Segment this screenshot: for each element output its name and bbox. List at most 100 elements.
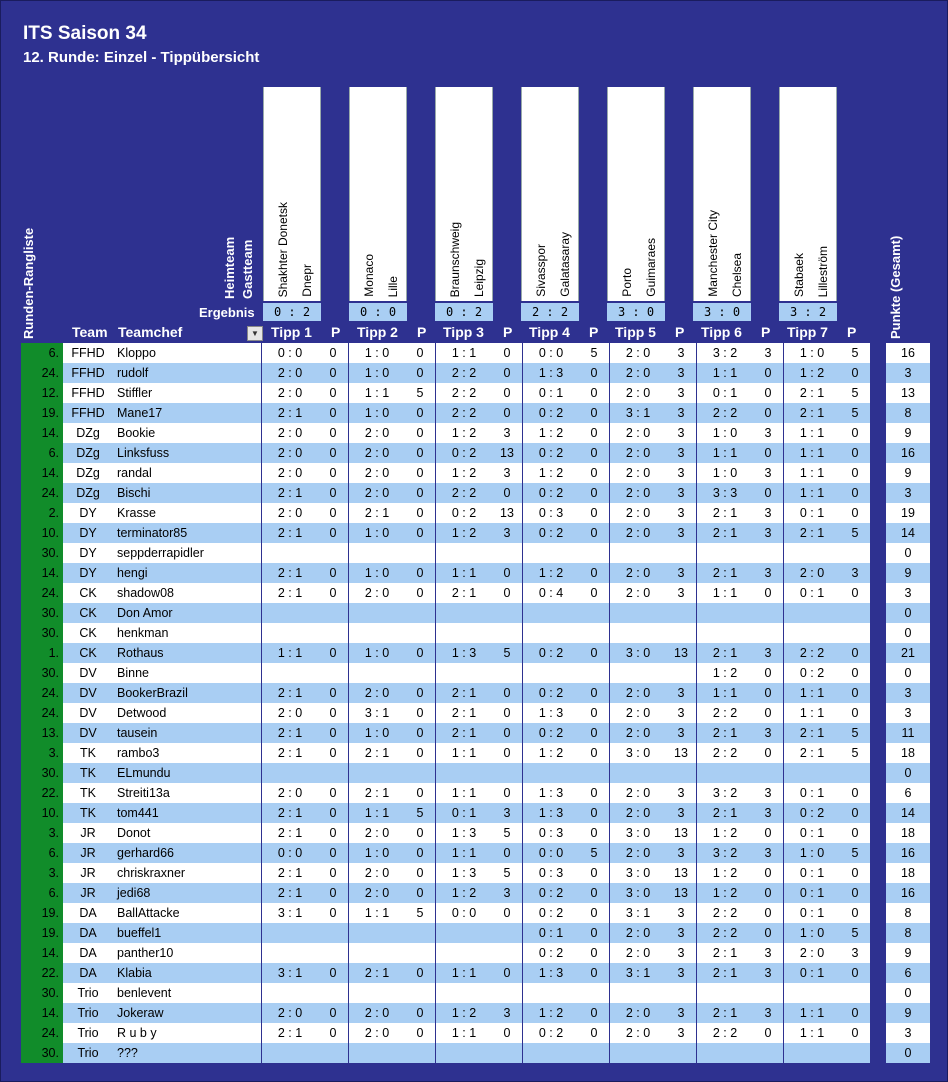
points-cell: 0	[405, 403, 435, 423]
rank-cell: 3.	[21, 743, 63, 763]
tipp-cell: 2 : 0	[610, 683, 666, 703]
points-cell: 0	[318, 423, 348, 443]
column-gap	[783, 603, 784, 623]
points-cell: 13	[666, 643, 696, 663]
points-cell: 0	[840, 803, 870, 823]
tipp-cell: 1 : 3	[523, 803, 579, 823]
rank-cell: 30.	[21, 623, 63, 643]
team-cell: TK	[63, 763, 113, 783]
filter-dropdown-icon[interactable]: ▼	[247, 326, 263, 341]
total-points-cell: 3	[886, 363, 930, 383]
tipp-cell	[262, 603, 318, 623]
column-gap	[522, 543, 523, 563]
tipp-cell: 2 : 1	[697, 643, 753, 663]
column-gap	[435, 1043, 436, 1063]
away-team-label: Leipzig	[472, 258, 486, 297]
column-gap	[435, 883, 436, 903]
teamchef-cell: Bischi	[113, 483, 261, 503]
column-gap	[696, 843, 697, 863]
column-gap	[348, 983, 349, 1003]
rank-cell: 30.	[21, 1043, 63, 1063]
points-cell	[579, 763, 609, 783]
teamchef-cell: tausein	[113, 723, 261, 743]
column-gap	[696, 623, 697, 643]
tipp-cell: 1 : 0	[784, 843, 840, 863]
table-row: 30. Trio??? 0	[21, 1043, 930, 1063]
teamchef-cell: Mane17	[113, 403, 261, 423]
column-gap	[609, 843, 610, 863]
points-cell: 0	[318, 1003, 348, 1023]
column-gap	[348, 683, 349, 703]
points-cell: 0	[753, 483, 783, 503]
page-subtitle: 12. Runde: Einzel - Tippübersicht	[23, 49, 260, 66]
tipp-cell: 2 : 1	[784, 523, 840, 543]
points-cell: 13	[492, 443, 522, 463]
rank-cell: 22.	[21, 963, 63, 983]
column-gap	[261, 903, 262, 923]
column-gap	[348, 843, 349, 863]
column-gap	[261, 803, 262, 823]
points-cell: 3	[753, 563, 783, 583]
away-team-label: Lille	[386, 275, 400, 297]
points-cell: 0	[840, 463, 870, 483]
points-cell: 0	[753, 863, 783, 883]
column-gap	[435, 663, 436, 683]
points-cell: 0	[579, 383, 609, 403]
tipp-cell: 0 : 0	[523, 843, 579, 863]
tipp-cell: 2 : 1	[262, 403, 318, 423]
match-header-5: Porto Guimaraes	[607, 87, 665, 301]
tipp-cell: 0 : 2	[523, 403, 579, 423]
tipp-cell: 2 : 0	[610, 503, 666, 523]
points-cell: 0	[405, 743, 435, 763]
column-gap	[783, 643, 784, 663]
column-gap	[348, 703, 349, 723]
points-cell	[579, 983, 609, 1003]
tipp-cell: 2 : 0	[610, 423, 666, 443]
points-cell: 3	[840, 563, 870, 583]
tipp-cell	[784, 983, 840, 1003]
points-cell: 0	[579, 803, 609, 823]
table-row: 30. DY seppderrapidler 0	[21, 543, 930, 563]
points-cell: 13	[666, 883, 696, 903]
column-gap	[522, 763, 523, 783]
column-gap	[261, 583, 262, 603]
points-cell: 5	[405, 903, 435, 923]
tipp-cell: 0 : 0	[523, 343, 579, 363]
column-gap	[261, 783, 262, 803]
tipp-cell: 1 : 0	[349, 363, 405, 383]
tipp-cell: 2 : 0	[262, 363, 318, 383]
tipp-cell: 1 : 1	[784, 703, 840, 723]
tipp-cell: 1 : 0	[349, 563, 405, 583]
column-gap	[522, 363, 523, 383]
points-cell: 0	[492, 963, 522, 983]
tipp-cell: 2 : 0	[349, 583, 405, 603]
match-header-1: Shakhter Donetsk Dnepr	[263, 87, 321, 301]
column-gap	[609, 423, 610, 443]
tipp-cell	[784, 603, 840, 623]
team-cell: CK	[63, 623, 113, 643]
points-cell	[492, 663, 522, 683]
column-gap	[348, 663, 349, 683]
team-cell: FFHD	[63, 343, 113, 363]
tipp-cell	[436, 983, 492, 1003]
column-gap	[261, 763, 262, 783]
points-cell: 3	[666, 783, 696, 803]
column-gap	[348, 723, 349, 743]
column-gap	[609, 983, 610, 1003]
column-gap	[522, 903, 523, 923]
points-cell: 3	[666, 843, 696, 863]
runden-rangliste-text: Runden-Rangliste	[21, 227, 36, 339]
tipp-header-6: Tipp 6	[701, 324, 742, 340]
total-points-cell: 0	[886, 983, 930, 1003]
tipp-header-5: Tipp 5	[615, 324, 656, 340]
points-cell: 0	[579, 963, 609, 983]
column-gap	[261, 643, 262, 663]
points-cell: 0	[405, 863, 435, 883]
tipp-cell: 1 : 0	[349, 523, 405, 543]
